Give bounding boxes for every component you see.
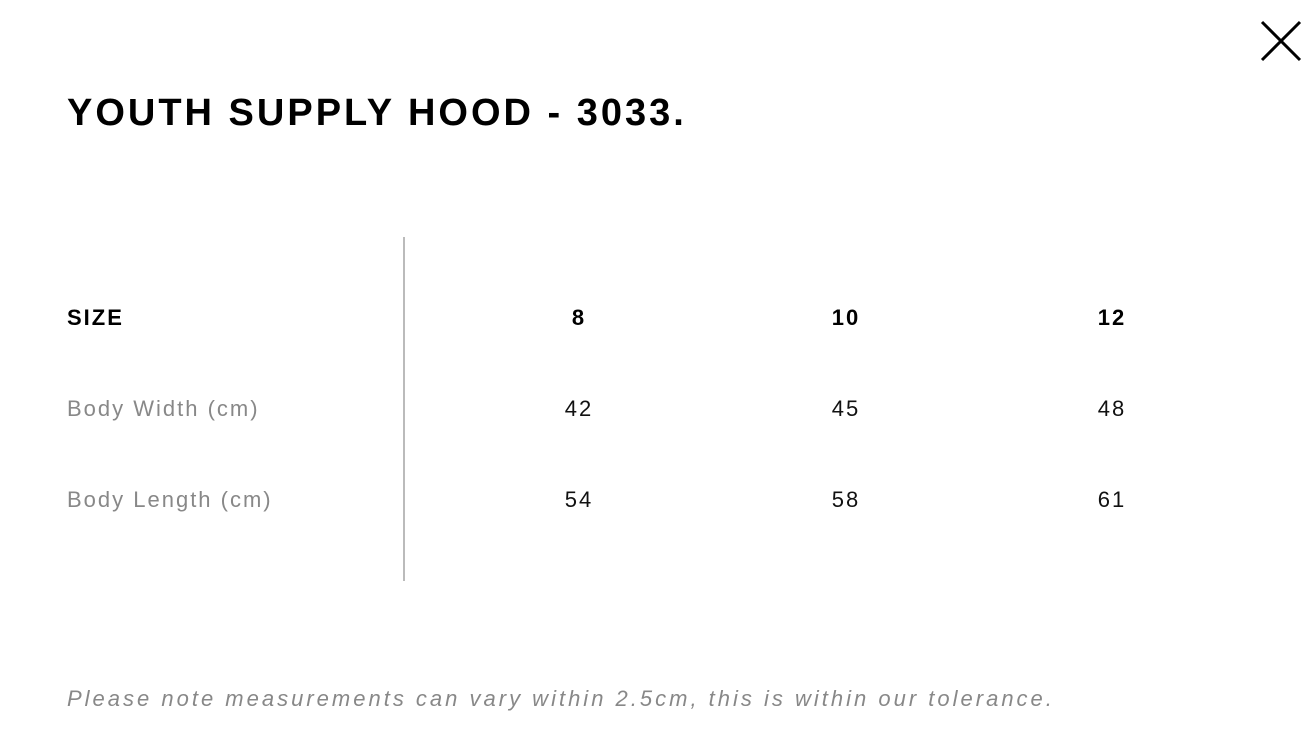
table-cell: 61 bbox=[1097, 487, 1127, 512]
close-icon[interactable] bbox=[1260, 20, 1302, 62]
row-label: Body Width (cm) bbox=[67, 396, 260, 421]
size-cell: 12 bbox=[1097, 305, 1127, 330]
table-cell: 42 bbox=[564, 396, 594, 421]
table-cell: 58 bbox=[831, 487, 861, 512]
row-label: SIZE bbox=[67, 305, 124, 330]
size-cell: 8 bbox=[571, 305, 587, 330]
divider bbox=[403, 237, 405, 581]
table-cell: 48 bbox=[1097, 396, 1127, 421]
row-label: Body Length (cm) bbox=[67, 487, 273, 512]
table-cell: 45 bbox=[831, 396, 861, 421]
size-header-row: SIZE 8 10 12 bbox=[67, 305, 1267, 335]
size-cell: 10 bbox=[831, 305, 861, 330]
table-row: Body Width (cm) 42 45 48 bbox=[67, 396, 1267, 426]
tolerance-note: Please note measurements can vary within… bbox=[67, 686, 1055, 711]
table-cell: 54 bbox=[564, 487, 594, 512]
table-row: Body Length (cm) 54 58 61 bbox=[67, 487, 1267, 517]
page-title: YOUTH SUPPLY HOOD - 3033. bbox=[67, 92, 687, 134]
